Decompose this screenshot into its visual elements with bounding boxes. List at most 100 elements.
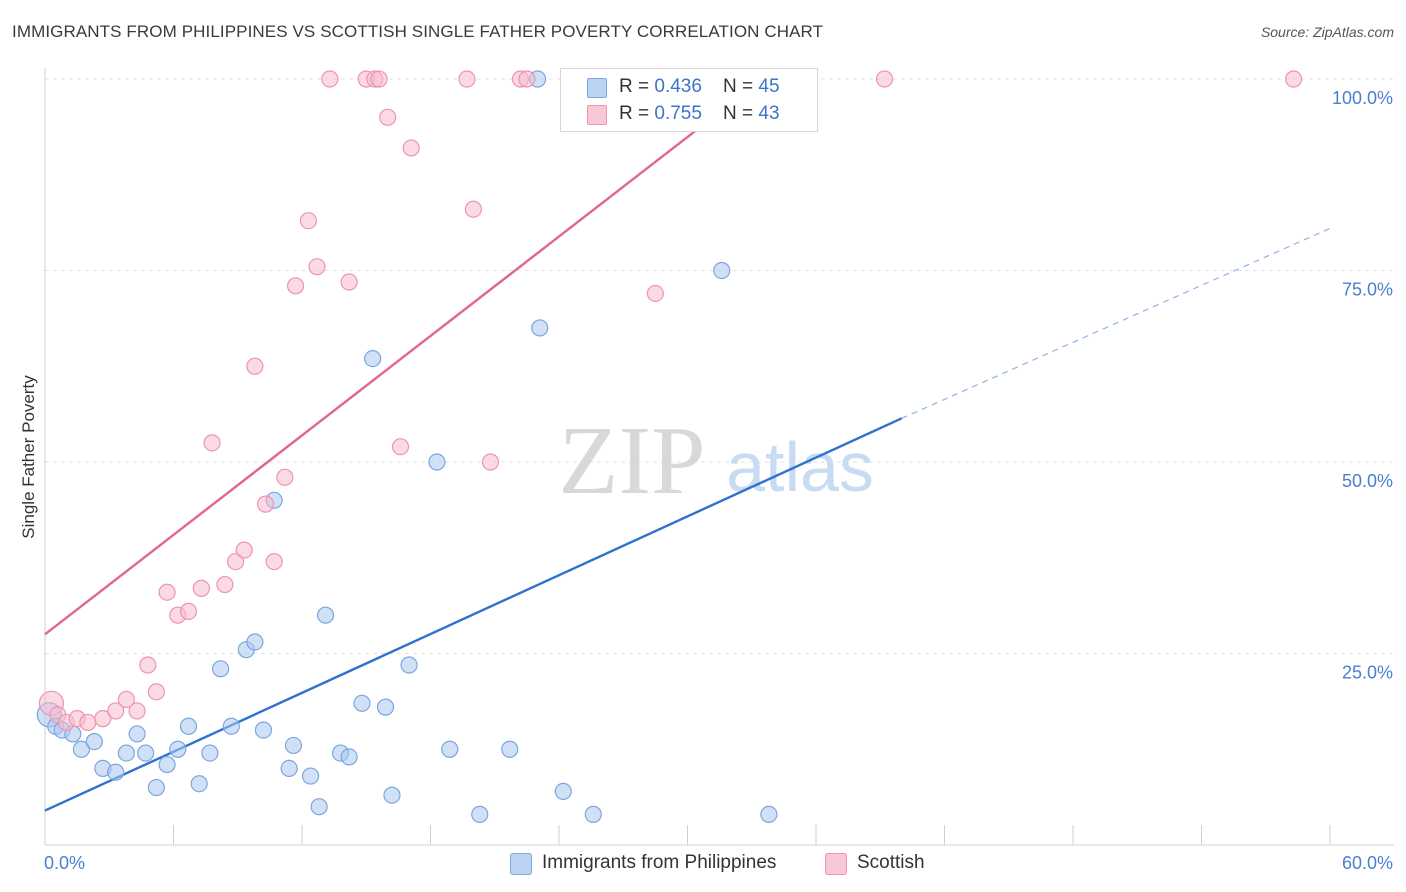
- philippines-point: [158, 755, 176, 774]
- scottish-point: [875, 70, 894, 88]
- philippines-point: [310, 798, 328, 816]
- philippines-point: [201, 744, 219, 762]
- series-label-scottish: Scottish: [857, 852, 925, 873]
- philippines-point: [246, 633, 264, 651]
- philippines-point: [340, 748, 358, 766]
- philippines-point: [364, 349, 382, 368]
- legend-swatch-scottish: [587, 105, 607, 125]
- philippines-point: [713, 261, 731, 280]
- philippines-point: [428, 453, 446, 471]
- scottish-point: [321, 70, 339, 88]
- scottish-point: [139, 656, 157, 674]
- x-tick-label: 0.0%: [44, 853, 85, 873]
- scottish-point: [646, 284, 664, 303]
- scottish-point: [227, 552, 245, 571]
- philippines-point: [316, 606, 335, 624]
- legend-n-value: 43: [758, 103, 780, 124]
- x-tick-label: 60.0%: [1342, 853, 1393, 873]
- scottish-point: [265, 552, 283, 571]
- scottish-point: [192, 579, 210, 597]
- scottish-point: [299, 212, 318, 230]
- legend-r-label: R =: [619, 103, 655, 124]
- scottish-point: [286, 277, 305, 295]
- y-axis-label: Single Father Poverty: [19, 375, 38, 539]
- correlation-legend: R = 0.436 N = 45 R = 0.755 N = 43: [560, 68, 818, 132]
- scottish-point: [379, 108, 397, 126]
- legend-n-value: 45: [758, 76, 780, 97]
- philippines-point: [531, 319, 549, 337]
- philippines-point: [584, 805, 602, 823]
- philippines-point: [137, 744, 155, 762]
- y-tick-label: 100.0%: [1332, 88, 1393, 108]
- philippines-point: [107, 763, 125, 781]
- scottish-point: [117, 690, 135, 709]
- philippines-point: [376, 698, 395, 716]
- philippines-point: [254, 721, 273, 739]
- philippines-point: [128, 725, 146, 743]
- philippines-point: [301, 767, 320, 785]
- scottish-point: [128, 702, 146, 720]
- scottish-point: [276, 468, 294, 486]
- scottish-point: [464, 200, 482, 218]
- trend-lines: [44, 78, 1331, 812]
- philippines-point: [169, 740, 187, 758]
- philippines-point: [400, 656, 418, 674]
- legend-r-value: 0.436: [654, 76, 702, 97]
- series-swatch-scottish: [825, 853, 847, 875]
- scottish-point: [391, 438, 410, 456]
- scottish-point: [94, 710, 112, 728]
- watermark: ZIP atlas: [559, 407, 874, 515]
- scottish-point: [518, 70, 536, 88]
- legend-r-label: R =: [619, 76, 655, 97]
- data-points: [36, 70, 1303, 823]
- scottish-point: [235, 541, 253, 559]
- legend-swatch-philippines: [587, 78, 607, 98]
- scottish-point: [246, 357, 264, 375]
- philippines-point: [72, 740, 91, 758]
- philippines-point: [471, 805, 489, 823]
- philippines-point: [383, 786, 401, 804]
- scottish-point: [370, 70, 388, 88]
- scottish-point: [179, 602, 198, 620]
- tick-labels: 25.0% 50.0% 75.0% 100.0% 0.0% 60.0%: [44, 88, 1393, 873]
- scottish-point: [256, 495, 275, 513]
- legend-n-label: N =: [723, 76, 759, 97]
- scottish-point: [216, 575, 234, 594]
- y-tick-label: 25.0%: [1342, 663, 1393, 683]
- philippines-point: [179, 717, 198, 735]
- scottish-point: [1284, 70, 1303, 88]
- scottish-point: [308, 258, 326, 276]
- scottish-point: [107, 702, 125, 720]
- philippines-point: [353, 694, 371, 712]
- scottish-point: [158, 583, 176, 601]
- watermark-zip: ZIP: [559, 407, 706, 515]
- philippines-point: [501, 740, 519, 758]
- philippines-point: [760, 805, 778, 823]
- scottish-point: [203, 434, 221, 452]
- scottish-trend-line: [44, 78, 764, 636]
- scottish-point: [79, 713, 97, 732]
- scottish-point: [402, 139, 420, 157]
- philippines-trend-line: [44, 417, 903, 812]
- chart-title: IMMIGRANTS FROM PHILIPPINES VS SCOTTISH …: [12, 22, 824, 41]
- philippines-point: [85, 732, 103, 751]
- y-tick-label: 50.0%: [1342, 471, 1393, 491]
- philippines-point: [280, 759, 298, 778]
- philippines-trend-extension: [901, 227, 1331, 419]
- philippines-point: [554, 782, 572, 800]
- legend-n-label: N =: [723, 103, 759, 124]
- philippines-point: [212, 660, 230, 678]
- scottish-point: [458, 70, 476, 88]
- series-swatch-philippines: [510, 853, 532, 875]
- philippines-point: [190, 775, 208, 793]
- philippines-point: [222, 717, 240, 735]
- legend-r-value: 0.755: [654, 103, 702, 124]
- axes: [44, 68, 1394, 846]
- series-label-philippines: Immigrants from Philippines: [542, 852, 777, 873]
- scottish-point: [147, 683, 165, 701]
- scottish-point: [340, 273, 358, 291]
- scottish-point: [481, 453, 500, 471]
- watermark-atlas: atlas: [726, 428, 874, 506]
- philippines-point: [117, 744, 135, 762]
